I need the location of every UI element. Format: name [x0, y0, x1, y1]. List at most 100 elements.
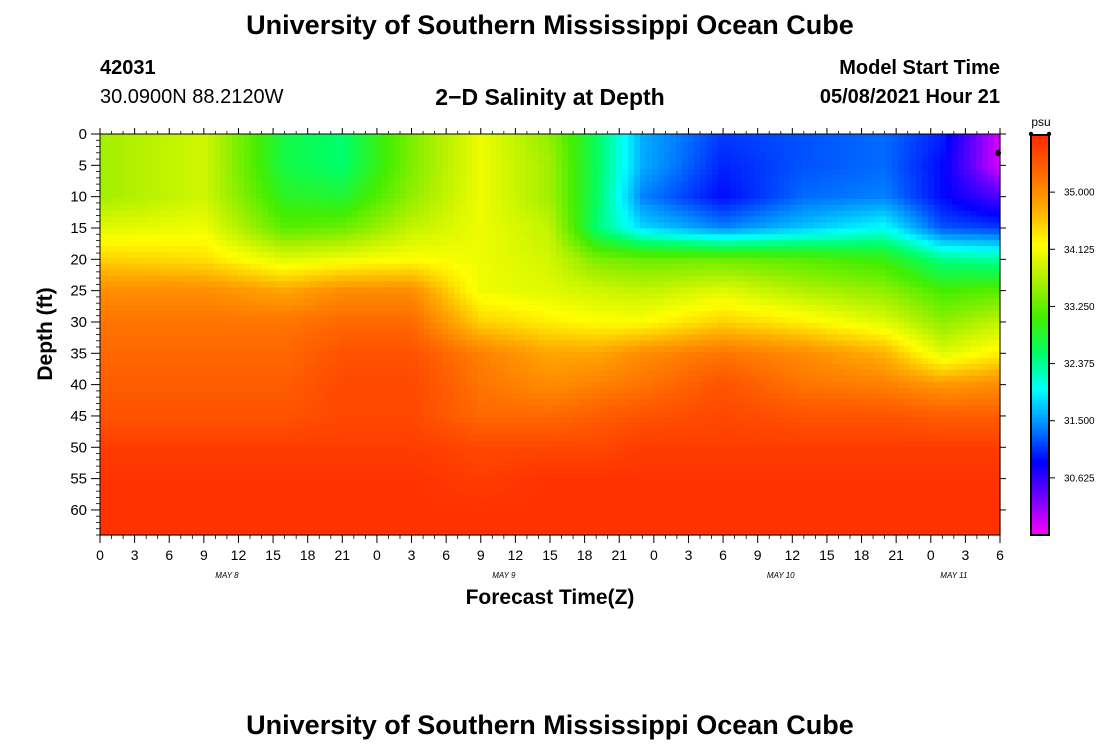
heatmap-cell [148, 387, 155, 395]
heatmap-cell [292, 281, 299, 288]
heatmap-cell [178, 428, 185, 436]
heatmap-cell [472, 381, 479, 389]
heatmap-cell [406, 251, 413, 259]
heatmap-cell [136, 511, 143, 518]
heatmap-cell [226, 157, 233, 165]
heatmap-cell [334, 340, 341, 347]
heatmap-cell [472, 251, 479, 259]
heatmap-cell [460, 352, 467, 359]
heatmap-cell [250, 511, 257, 518]
heatmap-cell [130, 499, 137, 507]
heatmap-cell [190, 346, 197, 353]
heatmap-cell [124, 399, 131, 406]
heatmap-cell [166, 157, 173, 165]
heatmap-cell [124, 145, 131, 153]
heatmap-cell [454, 157, 461, 165]
heatmap-cell [220, 493, 227, 501]
heatmap-cell [334, 316, 341, 324]
heatmap-cell [184, 476, 191, 483]
heatmap-cell [196, 157, 203, 165]
heatmap-cell [364, 458, 371, 465]
heatmap-cell [124, 352, 131, 359]
heatmap-cell [112, 464, 119, 471]
heatmap-cell [334, 228, 341, 235]
heatmap-cell [460, 417, 467, 424]
heatmap-cell [460, 458, 467, 465]
heatmap-cell [112, 440, 119, 448]
heatmap-cell [310, 204, 317, 212]
heatmap-cell [430, 387, 437, 395]
heatmap-cell [226, 399, 233, 406]
heatmap-cell [406, 411, 413, 418]
heatmap-cell [112, 151, 119, 159]
heatmap-cell [130, 169, 137, 176]
heatmap-cell [136, 175, 143, 182]
heatmap-cell [220, 440, 227, 448]
heatmap-cell [328, 476, 335, 483]
heatmap-cell [208, 210, 215, 218]
heatmap-cell [442, 517, 449, 524]
heatmap-cell [196, 328, 203, 336]
heatmap-cell [532, 216, 539, 224]
heatmap-cell [274, 487, 281, 495]
heatmap-cell [496, 393, 503, 400]
heatmap-cell [118, 476, 125, 483]
heatmap-cell [130, 352, 137, 359]
heatmap-cell [232, 340, 239, 347]
heatmap-cell [388, 511, 395, 518]
heatmap-cell [370, 493, 377, 501]
heatmap-cell [154, 287, 161, 294]
heatmap-cell [238, 293, 245, 300]
heatmap-cell [316, 316, 323, 324]
heatmap-cell [184, 387, 191, 395]
heatmap-cell [286, 181, 293, 188]
heatmap-cell [160, 305, 167, 312]
heatmap-cell [226, 204, 233, 212]
heatmap-cell [418, 428, 425, 436]
heatmap-cell [304, 228, 311, 235]
heatmap-cell [322, 434, 329, 442]
heatmap-cell [172, 363, 179, 371]
heatmap-cell [208, 417, 215, 424]
heatmap-cell [490, 246, 497, 253]
heatmap-cell [106, 387, 113, 395]
heatmap-cell [352, 322, 359, 330]
heatmap-cell [472, 434, 479, 442]
heatmap-cell [430, 399, 437, 406]
heatmap-cell [208, 222, 215, 229]
heatmap-cell [484, 493, 491, 501]
heatmap-cell [400, 487, 407, 495]
heatmap-cell [454, 139, 461, 147]
heatmap-cell [286, 393, 293, 400]
heatmap-cell [430, 363, 437, 371]
heatmap-cell [166, 151, 173, 159]
heatmap-cell [100, 470, 107, 477]
heatmap-cell [364, 281, 371, 288]
heatmap-cell [208, 305, 215, 312]
heatmap-cell [220, 334, 227, 341]
heatmap-cell [508, 422, 515, 430]
heatmap-cell [142, 305, 149, 312]
heatmap-cell [370, 269, 377, 277]
heatmap-cell [526, 440, 533, 448]
heatmap-cell [298, 476, 305, 483]
heatmap-cell [322, 257, 329, 265]
heatmap-cell [514, 476, 521, 483]
heatmap-cell [406, 299, 413, 306]
heatmap-cell [292, 139, 299, 147]
heatmap-cell [322, 157, 329, 165]
heatmap-cell [190, 322, 197, 330]
heatmap-cell [412, 452, 419, 459]
heatmap-cell [394, 198, 401, 206]
heatmap-cell [202, 452, 209, 459]
heatmap-cell [448, 263, 455, 271]
heatmap-cell [346, 316, 353, 324]
heatmap-cell [148, 204, 155, 212]
heatmap-cell [232, 458, 239, 465]
heatmap-cell [370, 505, 377, 513]
heatmap-cell [430, 157, 437, 165]
heatmap-cell [508, 340, 515, 347]
heatmap-cell [520, 422, 527, 430]
heatmap-cell [448, 310, 455, 318]
heatmap-cell [292, 216, 299, 224]
